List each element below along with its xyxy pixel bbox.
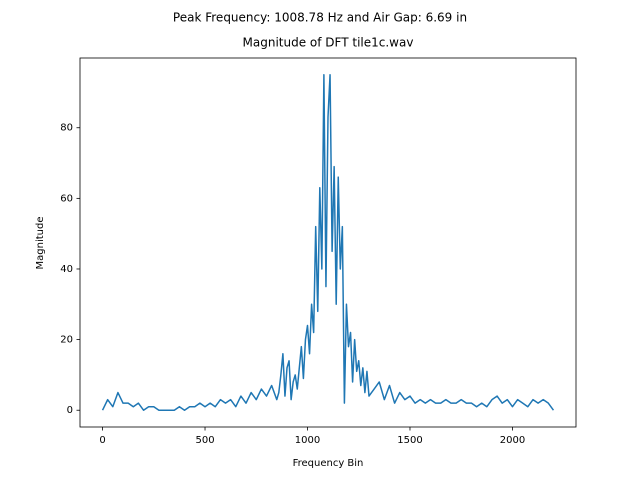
- y-axis-label: Magnitude: [35, 217, 46, 270]
- data-line: [101, 74, 555, 411]
- x-tick-label: 500: [195, 435, 214, 446]
- y-tick-label: 60: [60, 193, 73, 204]
- y-tick-label: 0: [67, 405, 73, 416]
- x-tick-label: 2000: [500, 435, 525, 446]
- y-tick-label: 80: [60, 123, 73, 134]
- x-tick-label: 1500: [397, 435, 422, 446]
- x-tick-label: 1000: [295, 435, 320, 446]
- y-tick-label: 40: [60, 264, 73, 275]
- axes-frame: [79, 57, 577, 428]
- x-axis-label: Frequency Bin: [293, 458, 364, 469]
- chart-title: Magnitude of DFT tile1c.wav: [243, 36, 414, 50]
- y-tick-label: 20: [60, 335, 73, 346]
- x-tick-label: 0: [99, 435, 105, 446]
- suptitle: Peak Frequency: 1008.78 Hz and Air Gap: …: [173, 11, 467, 25]
